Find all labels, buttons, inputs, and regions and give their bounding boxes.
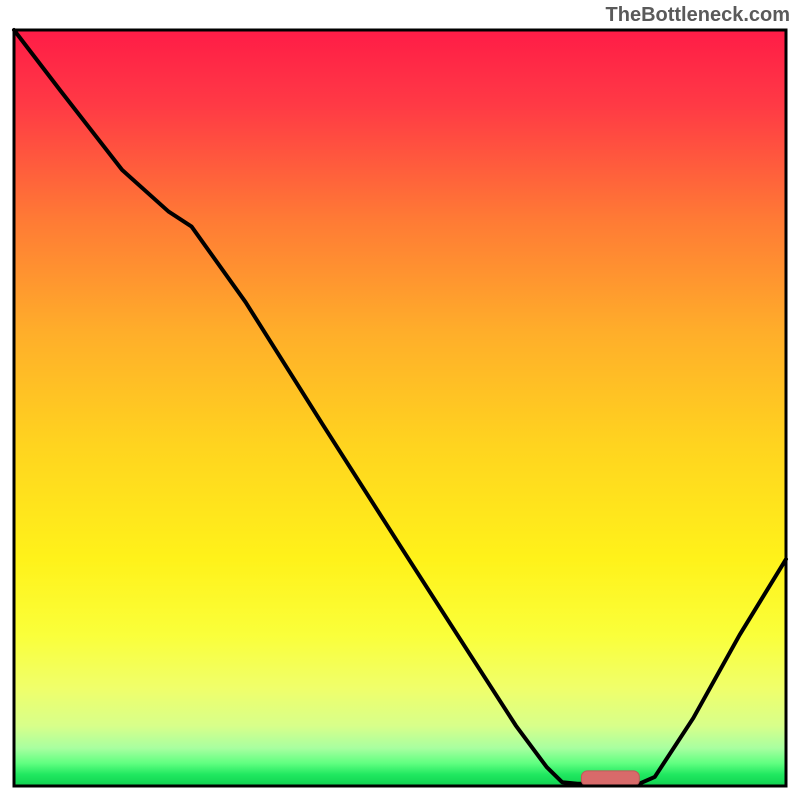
optimal-range-marker: [581, 771, 639, 786]
plot-background-gradient: [14, 30, 786, 786]
chart-svg: [0, 0, 800, 800]
chart-container: TheBottleneck.com: [0, 0, 800, 800]
watermark-text: TheBottleneck.com: [606, 4, 790, 27]
